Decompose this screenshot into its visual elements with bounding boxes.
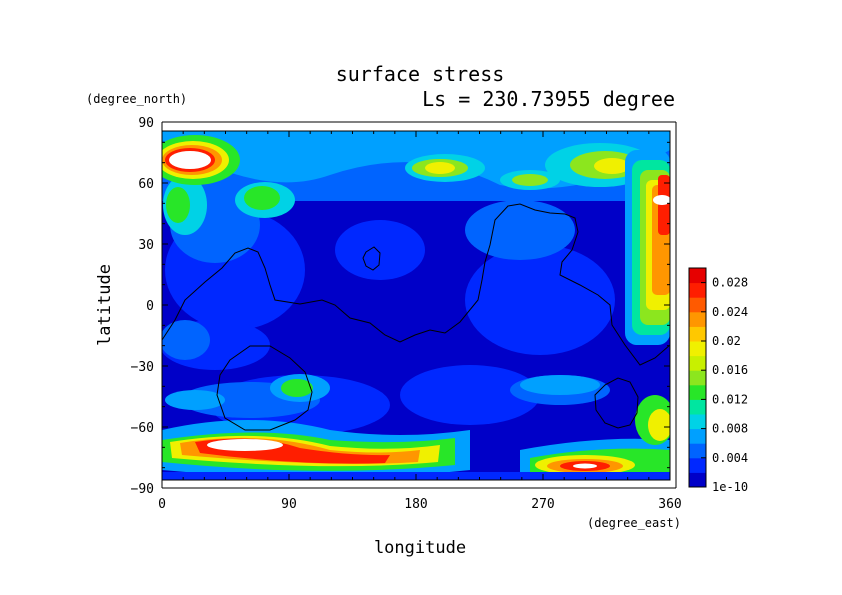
x-tick-label: 90 — [281, 497, 297, 512]
x-tick-label: 180 — [404, 497, 427, 512]
x-axis-label: longitude — [374, 538, 466, 558]
y-axis-label: latitude — [95, 264, 115, 346]
colorbar-swatch — [689, 370, 706, 386]
y-tick-label: −30 — [131, 360, 154, 375]
y-unit-label: (degree_north) — [86, 92, 187, 106]
topography-contours — [162, 203, 670, 431]
colorbar-swatch — [689, 457, 706, 473]
colorbar-swatch — [689, 282, 706, 298]
colorbar-swatch — [689, 472, 706, 488]
x-unit-label: (degree_east) — [587, 516, 681, 530]
colorbar-frame — [688, 267, 707, 488]
colorbar-swatch — [689, 268, 706, 284]
colorbar-swatch — [689, 355, 706, 371]
y-axis-ticks: 90 60 30 0 −30 −60 −90 — [131, 116, 670, 497]
colorbar-swatch — [689, 428, 706, 444]
x-tick-label: 0 — [158, 497, 166, 512]
colorbar-swatch — [689, 341, 706, 357]
colorbar-tick-label: 0.016 — [712, 363, 748, 377]
southern-mid-band — [165, 374, 600, 410]
colorbar-tick-label: 0.02 — [712, 334, 741, 348]
colorbar-tick-label: 1e-10 — [712, 480, 748, 494]
x-tick-label: 270 — [531, 497, 554, 512]
y-tick-label: −90 — [131, 482, 154, 497]
x-tick-label: 360 — [658, 497, 681, 512]
chart-title: surface stress — [336, 62, 505, 86]
southern-storm-band — [162, 420, 470, 478]
y-tick-label: 60 — [138, 177, 154, 192]
colorbar-swatch — [689, 443, 706, 459]
y-tick-label: −60 — [131, 421, 154, 436]
colorbar: 1e-10 0.004 0.008 0.012 0.016 0.02 0.024 0.028 — [688, 267, 748, 494]
colorbar-swatch — [689, 399, 706, 415]
colorbar-tick-label: 0.004 — [712, 451, 748, 465]
colorbar-tick-label: 0.024 — [712, 305, 748, 319]
east-high-column — [625, 150, 670, 345]
colorbar-swatch — [689, 297, 706, 313]
colorbar-swatch — [689, 414, 706, 430]
colorbar-tick-label: 0.008 — [712, 422, 748, 436]
colorbar-swatch — [689, 326, 706, 342]
y-tick-label: 90 — [138, 116, 154, 131]
colorbar-swatch — [689, 384, 706, 400]
chart-subtitle: Ls = 230.73955 degree — [422, 87, 675, 111]
heatmap-field — [162, 131, 670, 480]
y-tick-label: 0 — [146, 299, 154, 314]
y-tick-label: 30 — [138, 238, 154, 253]
colorbar-tick-label: 0.012 — [712, 392, 748, 406]
colorbar-swatch — [689, 311, 706, 327]
southeast-storm-band — [520, 395, 670, 480]
x-axis-ticks: 0 90 180 270 360 — [158, 131, 682, 512]
colorbar-tick-label: 0.028 — [712, 276, 748, 290]
